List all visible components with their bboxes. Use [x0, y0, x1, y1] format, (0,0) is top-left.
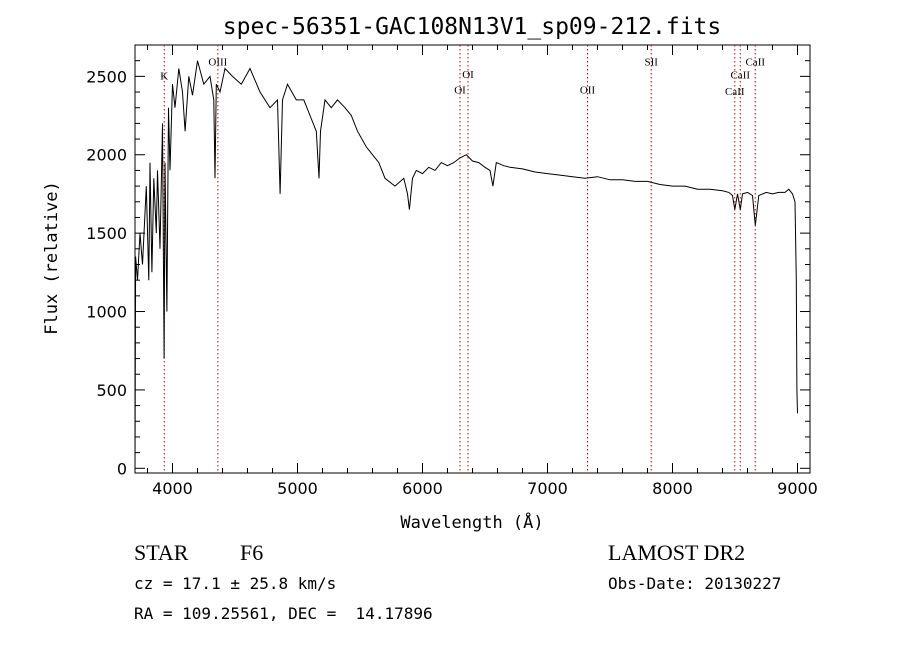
x-tick-label: 5000 [277, 479, 318, 498]
coordinates: RA = 109.25561, DEC = 14.17896 [134, 604, 433, 623]
y-tick-label: 0 [117, 459, 127, 478]
marker-label: CaII [730, 70, 750, 82]
y-tick-label: 1500 [86, 224, 127, 243]
marker-label: OIII [208, 56, 227, 68]
object-subclass: F6 [240, 540, 264, 565]
x-axis-label: Wavelength (Å) [400, 511, 543, 533]
y-tick-label: 1000 [86, 303, 127, 322]
marker-label: OI [454, 85, 466, 97]
object-class: STAR [134, 540, 189, 565]
x-tick-label: 8000 [652, 479, 693, 498]
observation-date: Obs-Date: 20130227 [608, 574, 782, 593]
spectrum-line [135, 60, 798, 469]
y-axis-label: Flux (relative) [42, 181, 62, 335]
x-tick-label: 4000 [152, 479, 193, 498]
marker-label: K [160, 70, 168, 82]
plot-frame [134, 44, 811, 474]
marker-label: CaII [745, 56, 765, 68]
marker-label: OI [462, 69, 474, 81]
y-tick-label: 2500 [86, 67, 127, 86]
y-tick-label: 2000 [86, 146, 127, 165]
redshift-value: cz = 17.1 ± 25.8 km/s [134, 574, 337, 593]
x-tick-label: 6000 [402, 479, 443, 498]
marker-label: CaII [725, 86, 745, 98]
marker-label: OII [580, 85, 596, 97]
x-tick-label: 7000 [527, 479, 568, 498]
y-tick-label: 500 [96, 381, 127, 400]
x-tick-label: 9000 [777, 479, 818, 498]
chart-title: spec-56351-GAC108N13V1_sp09-212.fits [223, 14, 722, 40]
survey-name: LAMOST DR2 [608, 540, 746, 565]
marker-label: SII [645, 56, 659, 68]
